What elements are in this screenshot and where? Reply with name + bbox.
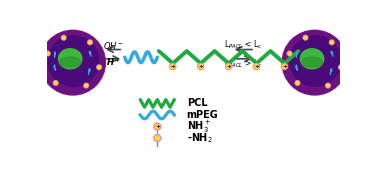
Ellipse shape — [60, 57, 81, 67]
Circle shape — [339, 66, 342, 69]
Circle shape — [62, 36, 65, 39]
Circle shape — [155, 124, 160, 129]
Text: +: + — [226, 64, 231, 69]
Circle shape — [281, 63, 288, 70]
Circle shape — [199, 65, 203, 68]
Circle shape — [325, 83, 330, 88]
Circle shape — [97, 65, 101, 70]
Circle shape — [283, 31, 346, 94]
Text: +: + — [254, 64, 259, 69]
Circle shape — [254, 65, 259, 68]
Text: +: + — [198, 64, 203, 69]
Circle shape — [61, 35, 66, 40]
Circle shape — [288, 52, 291, 55]
Circle shape — [98, 66, 101, 69]
Circle shape — [253, 63, 260, 70]
Circle shape — [85, 84, 88, 87]
Circle shape — [290, 36, 341, 86]
Circle shape — [40, 30, 105, 95]
Text: +: + — [155, 124, 160, 129]
Circle shape — [282, 65, 287, 68]
Circle shape — [41, 31, 104, 94]
Text: +: + — [282, 64, 287, 69]
Circle shape — [54, 82, 57, 84]
Circle shape — [46, 52, 49, 55]
Text: L$_{PACL}$ < L$_c$: L$_{PACL}$ < L$_c$ — [224, 39, 263, 51]
Text: -NH$_2$: -NH$_2$ — [187, 131, 212, 145]
Circle shape — [339, 65, 343, 70]
Circle shape — [88, 41, 91, 44]
Circle shape — [48, 36, 99, 86]
Text: mPEG: mPEG — [187, 110, 218, 120]
Circle shape — [296, 82, 299, 84]
Circle shape — [170, 63, 176, 70]
Text: PCL: PCL — [187, 98, 208, 108]
Circle shape — [330, 40, 334, 45]
Circle shape — [45, 51, 50, 56]
Circle shape — [330, 41, 333, 44]
Text: H$^+$: H$^+$ — [106, 57, 121, 68]
Text: NH$_3^+$: NH$_3^+$ — [187, 118, 211, 135]
Circle shape — [154, 135, 161, 142]
Circle shape — [155, 136, 160, 140]
Circle shape — [226, 63, 232, 70]
Ellipse shape — [300, 49, 324, 69]
Circle shape — [171, 65, 175, 68]
Circle shape — [303, 35, 308, 40]
Circle shape — [327, 84, 329, 87]
Circle shape — [304, 36, 307, 39]
Text: OH$^-$: OH$^-$ — [103, 40, 123, 51]
Circle shape — [84, 83, 88, 88]
Text: +: + — [170, 64, 175, 69]
Text: L$_{PACL}$ > L$_c$: L$_{PACL}$ > L$_c$ — [224, 57, 263, 70]
Circle shape — [227, 65, 231, 68]
Circle shape — [53, 81, 58, 85]
Ellipse shape — [302, 57, 322, 67]
Circle shape — [154, 123, 161, 130]
Circle shape — [198, 63, 204, 70]
Circle shape — [282, 30, 347, 95]
Circle shape — [88, 40, 92, 45]
Ellipse shape — [59, 49, 82, 69]
Circle shape — [295, 81, 300, 85]
Circle shape — [287, 51, 292, 56]
